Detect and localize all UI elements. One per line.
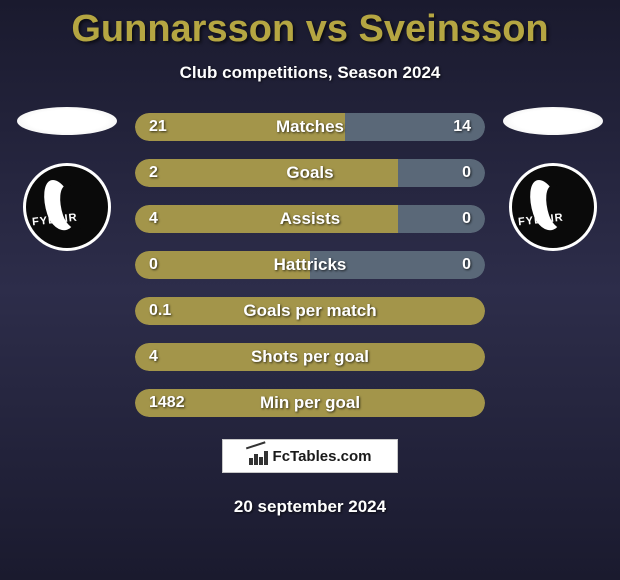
watermark-text: FcTables.com [273,448,372,465]
stat-value-right: 0 [462,164,471,182]
page-title: Gunnarsson vs Sveinsson [0,8,620,51]
club-swirl-icon [43,176,91,238]
stat-bar-left [135,205,398,233]
stat-bars: 21 Matches 14 2 Goals 0 4 Assists 0 0 Hattricks 0 0.… [135,113,485,417]
stat-value-right: 0 [462,256,471,274]
club-logo-left: FYLKIR [23,163,111,251]
stat-row: 1482 Min per goal [135,389,485,417]
stat-value-left: 0 [149,256,158,274]
stat-row: 4 Shots per goal [135,343,485,371]
page-subtitle: Club competitions, Season 2024 [0,63,620,83]
left-player-column: FYLKIR [17,107,117,251]
stat-bar-right [398,205,486,233]
stat-label: Matches [276,117,344,137]
stat-value-left: 2 [149,164,158,182]
comparison-content: FYLKIR 21 Matches 14 2 Goals 0 4 Assists 0 0 Hattr… [0,113,620,417]
stat-value-left: 4 [149,210,158,228]
date-label: 20 september 2024 [0,497,620,517]
watermark-badge: FcTables.com [222,439,398,473]
right-player-column: FYLKIR [503,107,603,251]
stat-row: 0 Hattricks 0 [135,251,485,279]
stat-value-left: 4 [149,348,158,366]
stat-value-right: 0 [462,210,471,228]
stat-row: 0.1 Goals per match [135,297,485,325]
chart-icon [249,447,269,465]
club-logo-right: FYLKIR [509,163,597,251]
stat-value-left: 0.1 [149,302,171,320]
stat-label: Min per goal [260,393,360,413]
stat-bar-left [135,159,398,187]
stat-row: 21 Matches 14 [135,113,485,141]
stat-value-left: 21 [149,118,167,136]
stat-value-right: 14 [453,118,471,136]
stat-label: Hattricks [274,255,347,275]
stat-label: Goals [286,163,333,183]
stat-label: Goals per match [243,301,376,321]
stat-label: Shots per goal [251,347,369,367]
stat-label: Assists [280,209,340,229]
player-avatar-right [503,107,603,135]
player-avatar-left [17,107,117,135]
stat-row: 4 Assists 0 [135,205,485,233]
stat-value-left: 1482 [149,394,185,412]
stat-bar-right [398,159,486,187]
stat-row: 2 Goals 0 [135,159,485,187]
club-swirl-icon [529,176,577,238]
header: Gunnarsson vs Sveinsson Club competition… [0,0,620,83]
